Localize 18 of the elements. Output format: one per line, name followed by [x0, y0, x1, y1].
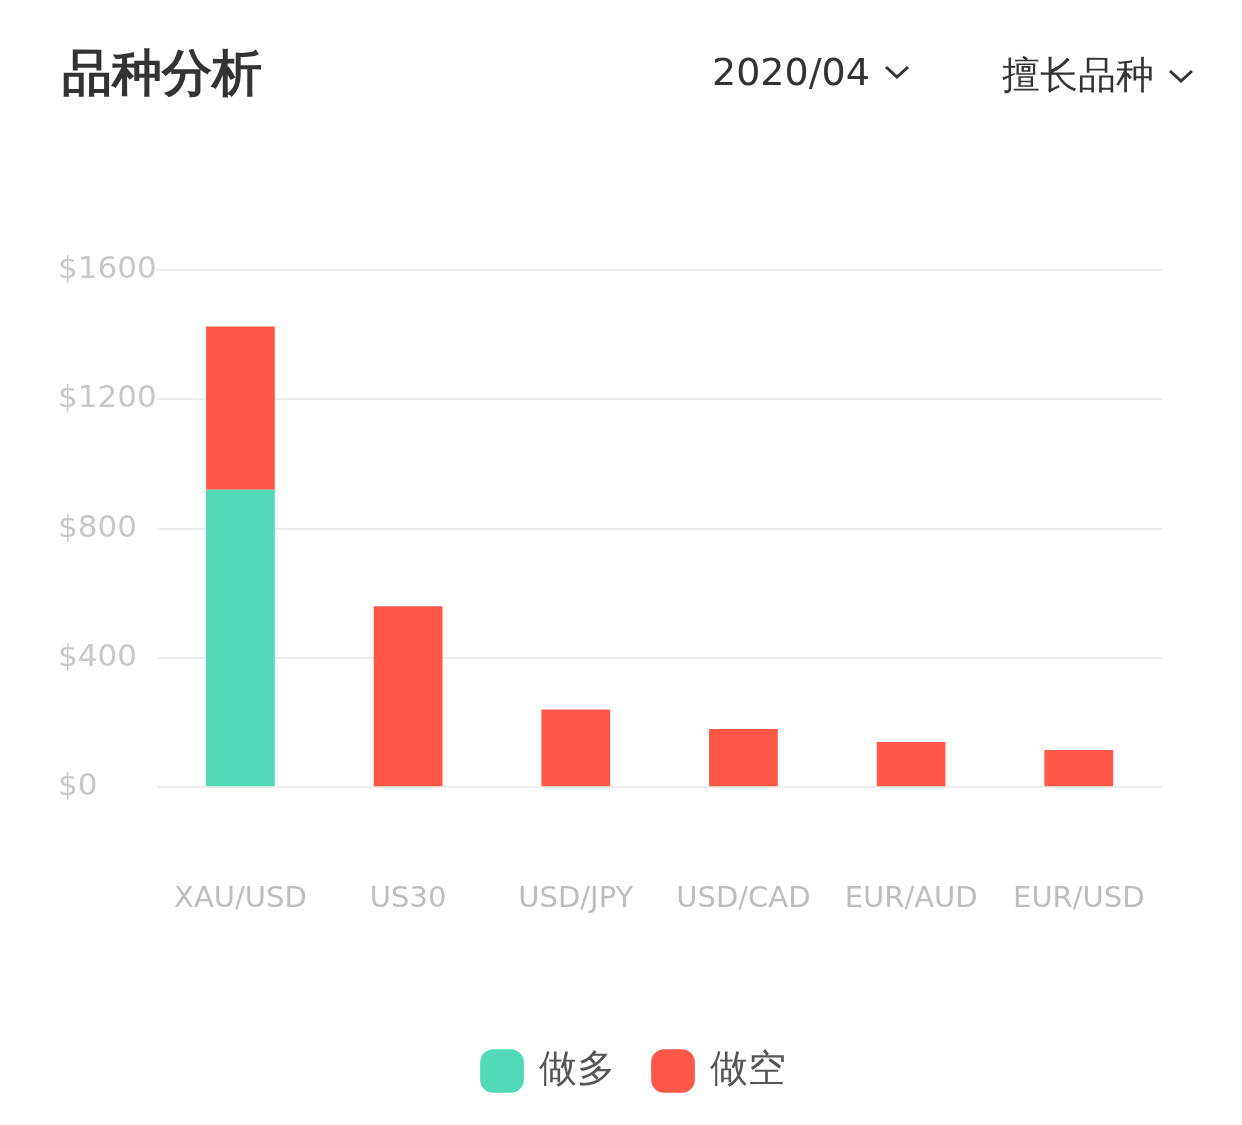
bar — [206, 489, 275, 787]
bar — [541, 709, 611, 787]
chart-title: 品种分析 — [62, 43, 262, 104]
x-tick-label: EUR/USD — [1013, 880, 1145, 915]
bar — [206, 326, 275, 490]
bar — [373, 606, 443, 787]
bar — [1044, 750, 1114, 787]
x-tick-label: USD/JPY — [518, 880, 634, 915]
bar — [876, 741, 946, 787]
x-tick-label: EUR/AUD — [844, 880, 978, 915]
x-tick-label: USD/CAD — [676, 880, 811, 915]
bar — [709, 729, 778, 787]
x-tick-label: XAU/USD — [174, 880, 307, 915]
x-tick-label: US30 — [369, 880, 447, 915]
text: 2020/04 — [712, 50, 870, 94]
legend-label: 做空 — [710, 1045, 786, 1090]
text: 擅长品种 — [1002, 52, 1154, 99]
legend-label: 做多 — [539, 1045, 615, 1090]
